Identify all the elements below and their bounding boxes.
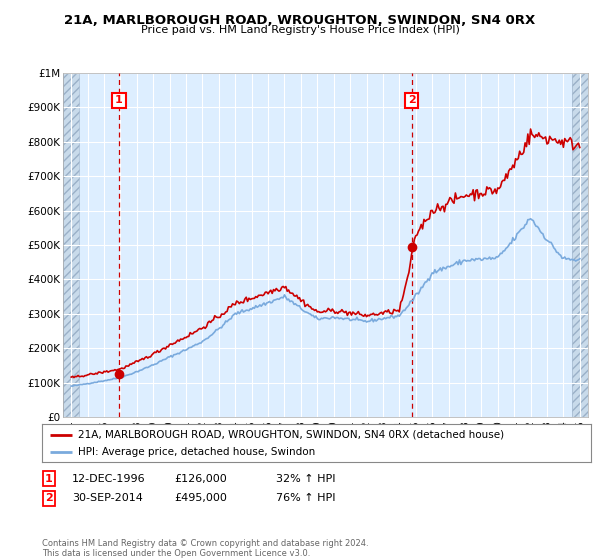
Text: 21A, MARLBOROUGH ROAD, WROUGHTON, SWINDON, SN4 0RX: 21A, MARLBOROUGH ROAD, WROUGHTON, SWINDO… [64, 14, 536, 27]
Text: HPI: Average price, detached house, Swindon: HPI: Average price, detached house, Swin… [77, 447, 315, 458]
Text: 2: 2 [408, 95, 416, 105]
Bar [63, 73, 79, 417]
Bar [572, 73, 588, 417]
Text: 21A, MARLBOROUGH ROAD, WROUGHTON, SWINDON, SN4 0RX (detached house): 21A, MARLBOROUGH ROAD, WROUGHTON, SWINDO… [77, 430, 504, 440]
Text: £495,000: £495,000 [174, 493, 227, 503]
Text: 76% ↑ HPI: 76% ↑ HPI [276, 493, 335, 503]
Text: £126,000: £126,000 [174, 474, 227, 484]
Text: 12-DEC-1996: 12-DEC-1996 [72, 474, 146, 484]
Bar [572, 73, 588, 417]
Text: 2: 2 [45, 493, 53, 503]
Text: 1: 1 [115, 95, 123, 105]
Text: Price paid vs. HM Land Registry's House Price Index (HPI): Price paid vs. HM Land Registry's House … [140, 25, 460, 35]
Bar [63, 73, 79, 417]
Text: 30-SEP-2014: 30-SEP-2014 [72, 493, 143, 503]
Text: Contains HM Land Registry data © Crown copyright and database right 2024.
This d: Contains HM Land Registry data © Crown c… [42, 539, 368, 558]
Text: 1: 1 [45, 474, 53, 484]
Text: 32% ↑ HPI: 32% ↑ HPI [276, 474, 335, 484]
